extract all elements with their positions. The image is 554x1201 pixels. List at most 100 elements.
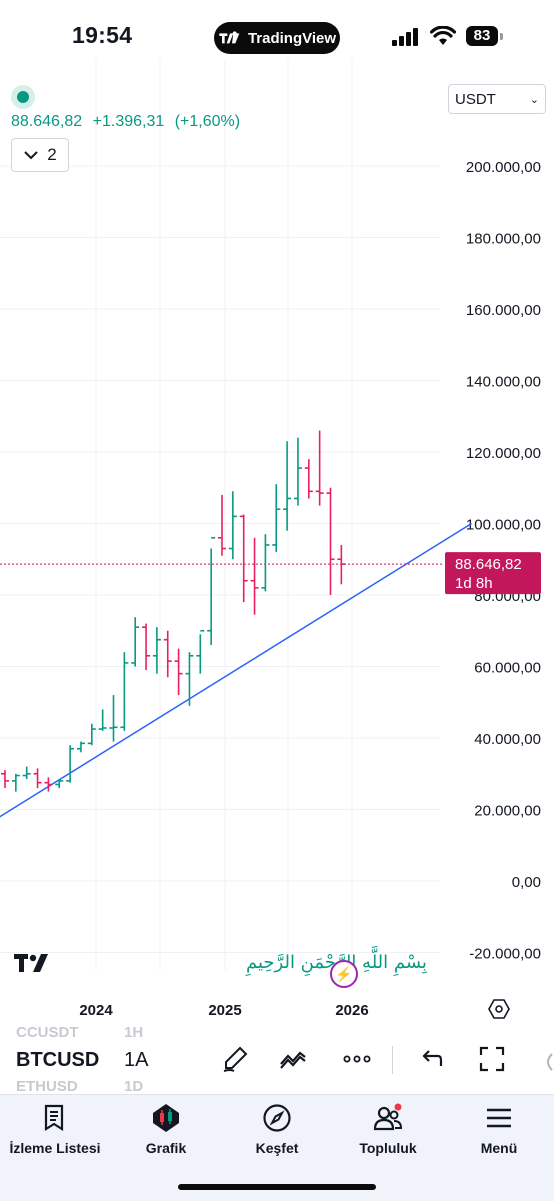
ohlc-bar xyxy=(315,430,324,506)
ohlc-bar xyxy=(228,491,237,560)
ohlc-bar xyxy=(304,459,313,499)
nav-watchlist[interactable]: İzleme Listesi xyxy=(0,1103,110,1156)
chart-icon xyxy=(153,1104,179,1132)
y-tick-label: 0,00 xyxy=(512,874,541,891)
ghost-timeframe-below: 1D xyxy=(124,1078,144,1095)
ohlc-bar xyxy=(196,629,205,674)
ohlc-bar xyxy=(163,630,172,678)
chevron-down-icon: ⌄ xyxy=(529,94,539,106)
brush-icon[interactable] xyxy=(220,1044,250,1074)
y-tick-label: 20.000,00 xyxy=(474,803,541,820)
y-tick-label: -20.000,00 xyxy=(469,946,541,963)
ohlc-bar xyxy=(131,617,140,667)
bolt-icon[interactable]: ⚡ xyxy=(330,960,358,988)
y-tick-label: 40.000,00 xyxy=(474,731,541,748)
y-tick-label: 200.000,00 xyxy=(466,159,541,176)
nav-menu[interactable]: Menü xyxy=(444,1103,554,1156)
ohlc-bar xyxy=(174,648,183,696)
ohlc-bar xyxy=(142,623,151,671)
currency-value: USDT xyxy=(455,90,496,108)
y-tick-label: 180.000,00 xyxy=(466,231,541,248)
ohlc-bar xyxy=(293,437,302,506)
ohlc-bar xyxy=(76,741,85,753)
ohlc-bar xyxy=(55,779,64,789)
signal-icon xyxy=(392,28,418,46)
x-tick-label: 2024 xyxy=(79,1002,113,1019)
tradingview-logo-icon xyxy=(219,31,240,44)
wifi-icon xyxy=(430,26,456,45)
home-indicator xyxy=(178,1184,376,1190)
ohlc-bar xyxy=(218,494,226,556)
ohlc-bar xyxy=(337,544,346,585)
status-time: 19:54 xyxy=(72,22,133,48)
indicator-count: 2 xyxy=(47,145,57,164)
ohlc-bar xyxy=(152,627,161,674)
toolbar-divider xyxy=(392,1046,393,1074)
nav-community[interactable]: Topluluk xyxy=(333,1103,443,1156)
y-tick-label: 60.000,00 xyxy=(474,660,541,677)
ohlc-bar xyxy=(120,652,129,731)
undo-icon[interactable] xyxy=(416,1044,446,1074)
nav-label: İzleme Listesi xyxy=(9,1140,101,1156)
community-icon xyxy=(373,1103,403,1131)
countdown-label: 1d 8h xyxy=(455,575,493,592)
ohlc-bar xyxy=(98,709,107,731)
nav-label: Keşfet xyxy=(255,1140,299,1156)
ghost-symbol-below: ETHUSD xyxy=(16,1078,78,1095)
battery-icon: 83 xyxy=(466,26,506,48)
menu-icon xyxy=(487,1108,511,1128)
more-icon[interactable] xyxy=(342,1044,372,1074)
x-tick-label: 2025 xyxy=(208,1002,241,1019)
ohlc-bar xyxy=(109,695,118,742)
ohlc-bar xyxy=(44,777,53,792)
nav-explore[interactable]: Keşfet xyxy=(222,1103,332,1156)
chart-settings-icon[interactable] xyxy=(488,998,510,1020)
tradingview-watermark-icon xyxy=(14,954,48,972)
y-tick-label: 100.000,00 xyxy=(466,517,541,534)
last-price: 88.646,82 xyxy=(11,113,83,130)
compass-icon xyxy=(263,1104,291,1132)
y-tick-label: 160.000,00 xyxy=(466,302,541,319)
chevron-down-icon xyxy=(24,151,38,160)
price-chart[interactable]: 200.000,00 180.000,00 160.000,00 140.000,00… xyxy=(0,60,554,1022)
symbol-toolbar: CCUSDT 1H BTCUSD 1A ETHUSD 1D xyxy=(0,1022,554,1095)
timeframe-selector[interactable]: 1A xyxy=(124,1049,149,1071)
nav-label: Menü xyxy=(480,1140,518,1156)
y-tick-label: 120.000,00 xyxy=(466,445,541,462)
ohlc-bar xyxy=(87,723,96,746)
nav-chart[interactable]: Grafik xyxy=(111,1103,221,1156)
ohlc-bar xyxy=(239,514,248,603)
indicators-collapse-button[interactable]: 2 xyxy=(11,138,69,172)
symbol-selector[interactable]: BTCUSD xyxy=(16,1049,100,1071)
ohlc-bar xyxy=(66,745,75,783)
last-price-label: 88.646,82 xyxy=(455,556,522,573)
ohlc-bar xyxy=(250,537,259,615)
ohlc-bar xyxy=(283,441,292,531)
drawings-icon[interactable] xyxy=(278,1044,308,1074)
ohlc-bar xyxy=(326,487,335,595)
price-summary: 88.646,82 +1.396,31 (+1,60%) xyxy=(11,113,246,131)
ohlc-bar xyxy=(22,766,31,780)
last-price-label-box xyxy=(445,552,541,595)
battery-level: 83 xyxy=(466,26,498,46)
price-change-pct: (+1,60%) xyxy=(174,113,241,130)
fullscreen-icon[interactable] xyxy=(477,1044,507,1074)
nav-label: Topluluk xyxy=(359,1140,417,1156)
x-tick-label: 2026 xyxy=(335,1002,368,1019)
ghost-symbol-above: CCUSDT xyxy=(16,1024,79,1041)
ohlc-bar xyxy=(1,770,9,789)
y-tick-label: 140.000,00 xyxy=(466,374,541,391)
app-pill-label: TradingView xyxy=(247,29,337,47)
live-status-dot xyxy=(11,85,35,109)
nav-label: Grafik xyxy=(145,1140,187,1156)
ghost-timeframe-above: 1H xyxy=(124,1024,144,1041)
ohlc-bar xyxy=(185,652,194,706)
ohlc-bar xyxy=(11,773,20,792)
ohlc-bar xyxy=(207,536,216,646)
ohlc-bar xyxy=(33,768,42,789)
tradingview-pill[interactable]: TradingView xyxy=(214,22,340,54)
currency-select[interactable]: USDT ⌄ xyxy=(448,84,546,114)
trend-line xyxy=(0,522,472,818)
bottom-navigation: İzleme Listesi Grafik Keşfet Topluluk Me… xyxy=(0,1094,554,1201)
price-change: +1.396,31 xyxy=(92,113,165,130)
